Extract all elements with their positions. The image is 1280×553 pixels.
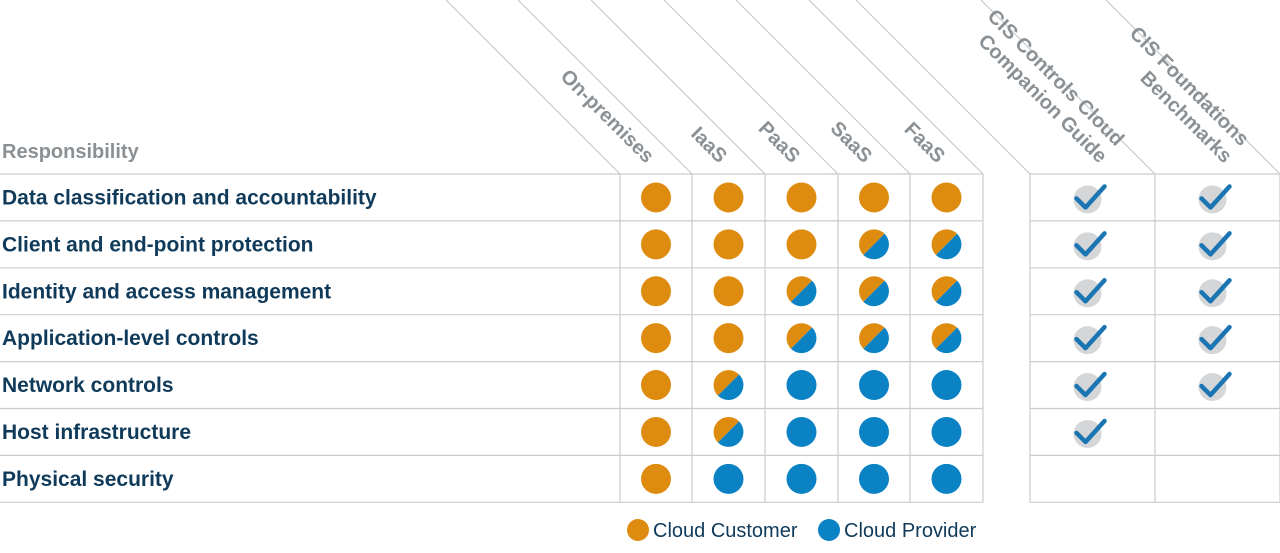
column-header: On-premises xyxy=(556,66,658,168)
provider-marker xyxy=(713,463,744,494)
check-mark xyxy=(1074,184,1107,210)
row-label: Host infrastructure xyxy=(2,421,191,444)
provider-marker xyxy=(931,416,962,447)
customer-marker xyxy=(713,182,744,213)
check-background xyxy=(1198,279,1227,308)
check-mark xyxy=(1199,184,1232,210)
provider-marker xyxy=(859,416,889,447)
customer-marker xyxy=(641,370,671,401)
customer-marker xyxy=(713,229,744,260)
shared-marker xyxy=(717,421,744,447)
provider-marker xyxy=(786,370,817,401)
shared-marker xyxy=(931,229,958,255)
check-background xyxy=(1073,279,1102,308)
header-diagonal xyxy=(445,0,621,175)
header-diagonal xyxy=(808,0,984,175)
legend-swatch xyxy=(818,519,840,541)
shared-marker xyxy=(859,229,885,255)
header-diagonal xyxy=(980,0,1156,175)
shared-marker xyxy=(931,323,958,349)
customer-marker xyxy=(641,416,671,447)
check-background xyxy=(1198,326,1227,355)
shared-marker xyxy=(863,233,889,260)
check-background xyxy=(1073,373,1102,402)
column-header: Responsibility xyxy=(2,141,140,163)
check-mark xyxy=(1199,371,1232,398)
shared-marker xyxy=(863,327,889,354)
customer-marker xyxy=(641,276,671,307)
check-background xyxy=(1198,373,1227,402)
provider-marker xyxy=(786,463,817,494)
check-background xyxy=(1073,232,1102,261)
customer-marker xyxy=(713,276,744,307)
customer-marker xyxy=(786,182,817,213)
shared-marker xyxy=(713,370,740,396)
check-mark xyxy=(1199,324,1232,351)
check-mark xyxy=(1199,278,1232,304)
check-background xyxy=(1073,419,1102,448)
customer-marker xyxy=(641,323,671,354)
provider-marker xyxy=(931,370,962,401)
check-mark xyxy=(1074,324,1107,351)
legend-label: Cloud Customer xyxy=(653,520,798,542)
row-label: Application-level controls xyxy=(2,327,259,350)
header-diagonal xyxy=(590,0,766,175)
column-header: PaaS xyxy=(754,117,804,167)
customer-marker xyxy=(641,229,671,260)
row-label: Physical security xyxy=(2,468,174,491)
legend-label: Cloud Provider xyxy=(844,520,977,542)
shared-marker xyxy=(935,327,962,354)
column-header: FaaS xyxy=(900,118,949,167)
row-label: Data classification and accountability xyxy=(2,186,377,209)
header-diagonal xyxy=(517,0,693,175)
row-label: Network controls xyxy=(2,374,174,397)
shared-marker xyxy=(935,280,962,307)
provider-marker xyxy=(786,416,817,447)
shared-marker xyxy=(859,323,885,349)
shared-marker xyxy=(935,233,962,260)
check-background xyxy=(1198,232,1227,261)
check-mark xyxy=(1074,371,1107,398)
shared-marker xyxy=(790,327,817,354)
shared-marker xyxy=(931,276,958,302)
customer-marker xyxy=(713,323,744,354)
check-mark xyxy=(1074,278,1107,304)
column-header: IaaS xyxy=(686,123,731,168)
column-header: SaaS xyxy=(826,117,876,167)
check-background xyxy=(1073,326,1102,355)
check-mark xyxy=(1199,231,1232,257)
header-diagonal xyxy=(663,0,839,175)
customer-marker xyxy=(641,182,671,213)
check-background xyxy=(1198,185,1227,214)
column-header: CIS Controls Cloud xyxy=(983,5,1128,150)
customer-marker xyxy=(859,182,889,213)
check-mark xyxy=(1074,418,1107,445)
shared-marker xyxy=(863,280,889,307)
shared-marker xyxy=(790,280,817,307)
shared-marker xyxy=(717,374,744,401)
shared-marker xyxy=(786,276,813,302)
provider-marker xyxy=(859,463,889,494)
header-diagonal xyxy=(1105,0,1280,175)
legend-swatch xyxy=(627,519,649,541)
row-label: Client and end-point protection xyxy=(2,233,313,256)
customer-marker xyxy=(786,229,817,260)
shared-marker xyxy=(713,416,740,443)
customer-marker xyxy=(641,463,671,494)
header-diagonal xyxy=(735,0,911,175)
shared-marker xyxy=(786,323,813,349)
customer-marker xyxy=(931,182,962,213)
provider-marker xyxy=(931,463,962,494)
check-background xyxy=(1073,185,1102,214)
provider-marker xyxy=(859,370,889,401)
header-diagonal xyxy=(855,0,1031,175)
check-mark xyxy=(1074,231,1107,257)
row-label: Identity and access management xyxy=(2,280,331,303)
shared-marker xyxy=(859,276,885,302)
